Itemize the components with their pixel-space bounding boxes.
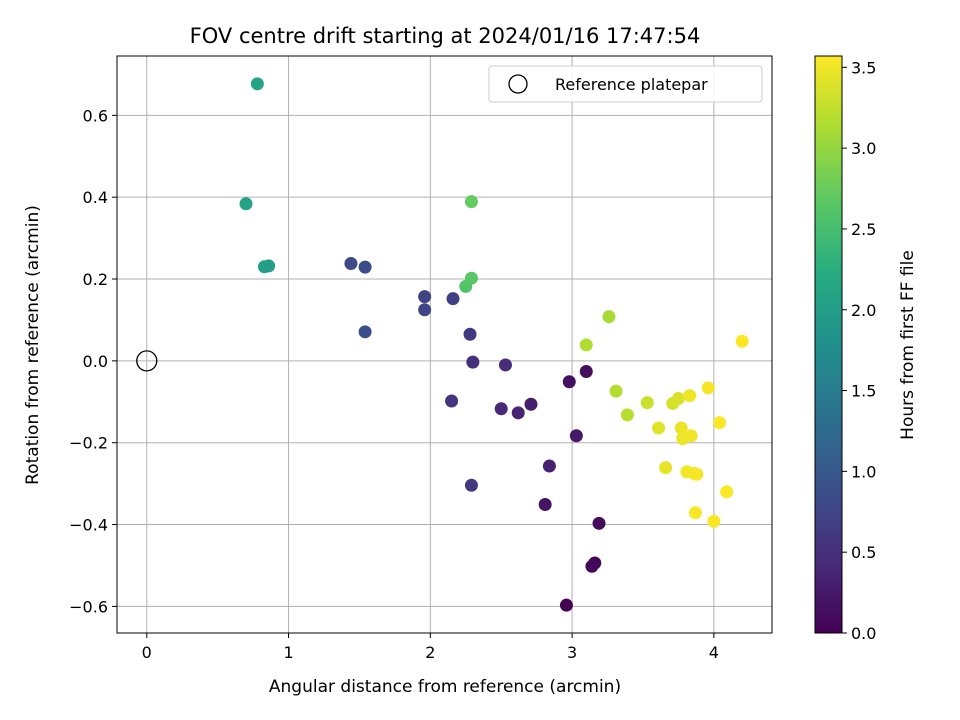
data-point xyxy=(688,506,702,520)
y-tick-label: 0.4 xyxy=(83,188,108,207)
colorbar-label: Hours from first FF file xyxy=(898,250,918,440)
reference-marker-layer xyxy=(136,350,158,372)
data-point xyxy=(463,327,477,341)
data-point xyxy=(652,421,666,435)
data-point xyxy=(720,485,734,499)
data-point xyxy=(562,375,576,389)
data-point xyxy=(239,197,253,211)
data-point xyxy=(579,338,593,352)
data-point xyxy=(464,271,478,285)
data-point xyxy=(707,514,721,528)
colorbar-tick-label: 0.5 xyxy=(851,543,876,562)
chart-title: FOV centre drift starting at 2024/01/16 … xyxy=(190,24,701,48)
data-point xyxy=(559,598,573,612)
x-axis-label: Angular distance from reference (arcmin) xyxy=(269,677,621,697)
data-point xyxy=(358,260,372,274)
data-points xyxy=(239,77,749,612)
data-point xyxy=(602,310,616,324)
data-point xyxy=(538,498,552,512)
data-point xyxy=(344,256,358,270)
y-tick-label: 0.0 xyxy=(83,352,108,371)
data-point xyxy=(466,355,480,369)
colorbar-tick-label: 1.5 xyxy=(851,382,876,401)
data-point xyxy=(418,303,432,317)
data-point xyxy=(579,365,593,379)
colorbar-tick-label: 1.0 xyxy=(851,462,876,481)
axes: 0 1 2 3 4 −0.6 −0.4 −0.2 0.0 0.2 0.4 0.6 xyxy=(69,106,719,662)
data-point xyxy=(498,358,512,372)
data-point xyxy=(464,195,478,209)
data-point xyxy=(684,429,698,443)
grid xyxy=(117,56,772,633)
data-point xyxy=(358,325,372,339)
legend-reference-marker xyxy=(508,74,528,94)
reference-platepar-marker xyxy=(136,350,158,372)
data-point xyxy=(701,381,715,395)
data-point xyxy=(671,392,685,406)
data-point xyxy=(690,467,704,481)
data-point xyxy=(511,406,525,420)
data-point xyxy=(542,459,556,473)
colorbar xyxy=(814,55,843,634)
data-point xyxy=(620,408,634,422)
colorbar-tick-label: 3.0 xyxy=(851,139,876,158)
data-point xyxy=(659,461,673,475)
colorbar-tick-label: 2.5 xyxy=(851,220,876,239)
colorbar-tick-label: 0.0 xyxy=(851,624,876,643)
data-point xyxy=(588,556,602,570)
colorbar-tick-label: 2.0 xyxy=(851,301,876,320)
data-point xyxy=(640,396,654,410)
colorbar-ticks: 0.0 0.5 1.0 1.5 2.0 2.5 3.0 3.5 xyxy=(842,58,876,643)
data-point xyxy=(257,260,271,274)
legend-entry-reference-platepar: Reference platepar xyxy=(555,75,708,94)
data-point xyxy=(569,429,583,443)
data-point xyxy=(464,478,478,492)
data-point xyxy=(446,292,460,306)
data-point xyxy=(445,394,459,408)
y-tick-label: 0.2 xyxy=(83,270,108,289)
y-tick-label: −0.6 xyxy=(69,597,108,616)
data-point xyxy=(494,402,508,416)
data-point xyxy=(418,290,432,304)
x-tick-label: 3 xyxy=(567,643,577,662)
data-point xyxy=(250,77,264,91)
data-point xyxy=(524,397,538,411)
x-tick-label: 4 xyxy=(709,643,719,662)
data-point xyxy=(735,334,749,348)
x-tick-label: 2 xyxy=(425,643,435,662)
data-point xyxy=(674,421,688,435)
y-axis-label: Rotation from reference (arcmin) xyxy=(23,205,43,485)
data-point xyxy=(683,389,697,403)
data-point xyxy=(592,516,606,530)
data-point xyxy=(713,416,727,430)
x-tick-label: 0 xyxy=(142,643,152,662)
y-tick-label: −0.4 xyxy=(69,516,108,535)
colorbar-tick-label: 3.5 xyxy=(851,58,876,77)
plot-frame xyxy=(116,55,773,634)
x-tick-label: 1 xyxy=(283,643,293,662)
y-tick-label: 0.6 xyxy=(83,106,108,125)
y-tick-label: −0.2 xyxy=(69,434,108,453)
legend-box xyxy=(488,65,763,103)
legend: Reference platepar xyxy=(488,65,763,103)
data-point xyxy=(609,384,623,398)
